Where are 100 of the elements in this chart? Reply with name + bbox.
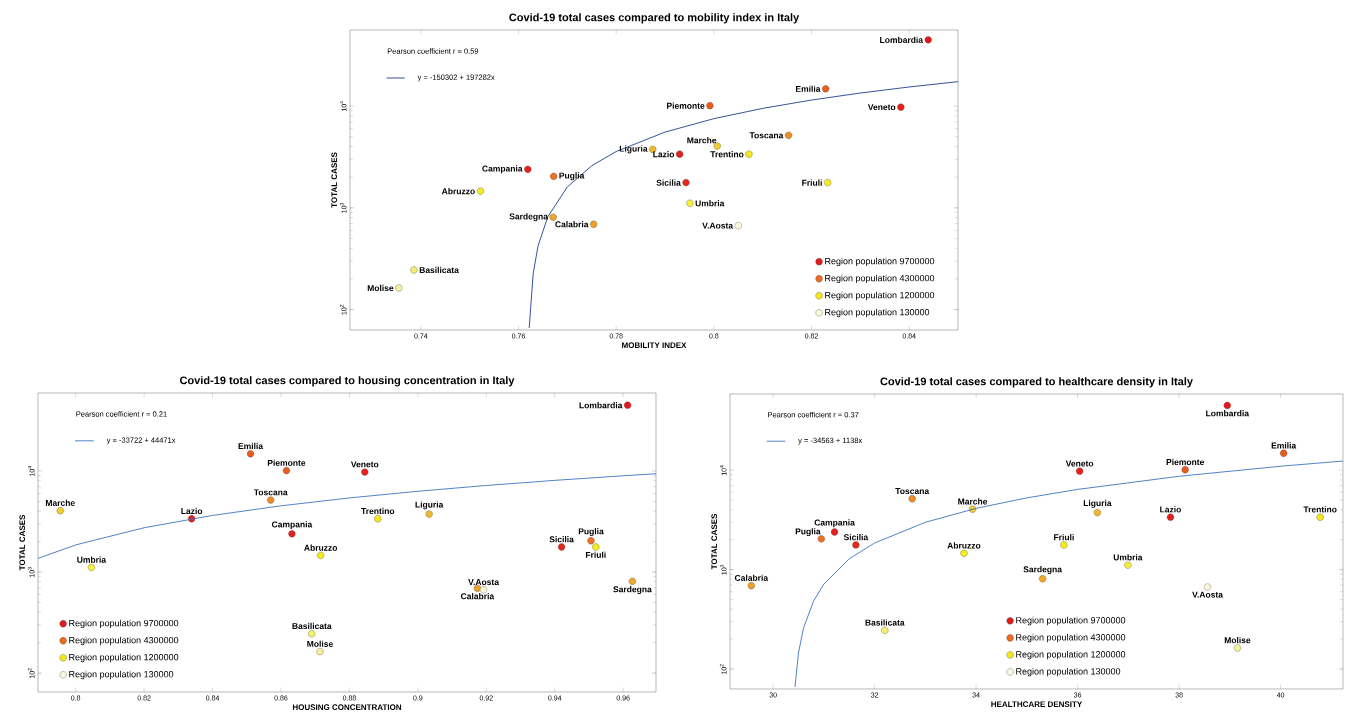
point (425, 510, 433, 518)
point (960, 549, 968, 557)
point (592, 543, 600, 551)
annotation: Emilia (238, 442, 264, 450)
point (686, 199, 694, 207)
annotation: Sardegna (1023, 566, 1063, 575)
annotation: Marche (45, 499, 75, 506)
legend-label: Region population 1200000 (825, 291, 935, 301)
legend-label: Region population 9700000 (1016, 616, 1126, 626)
annotation: Campania (271, 521, 313, 530)
point (747, 582, 755, 590)
point (410, 266, 418, 274)
point (785, 131, 793, 139)
annotation: Lazio (181, 507, 203, 515)
annotation: Marche (687, 137, 717, 144)
chart-title: Covid-19 total cases compared to healthcare density in Italy (880, 377, 1193, 388)
annotation: Lazio (653, 151, 675, 158)
point (1316, 513, 1324, 521)
point (1039, 575, 1047, 583)
annotation: Calabria (460, 593, 495, 600)
point (682, 179, 690, 187)
legend-label: Region population 130000 (69, 670, 174, 680)
point (1060, 541, 1068, 549)
legend-label: Region population 1200000 (69, 653, 179, 663)
y-axis-title: TOTAL CASES (711, 513, 718, 570)
legend-label: Region population 4300000 (69, 636, 179, 646)
annotation: Trentino (1303, 506, 1337, 513)
annotation: V.Aosta (1192, 591, 1224, 598)
chart-title: Covid-19 total cases compared to housing concentration in Italy (179, 376, 515, 387)
point (56, 507, 64, 515)
annotation: Toscana (253, 489, 288, 496)
annotation: Calabria (734, 574, 769, 581)
point (881, 626, 889, 634)
annotation: Veneto (350, 461, 379, 468)
point (624, 401, 632, 409)
point (549, 213, 557, 221)
point (706, 102, 714, 110)
chart-title: Covid-19 total cases compared to mobility index in Italy (509, 13, 800, 24)
legend-label: Region population 130000 (825, 308, 930, 318)
point (852, 541, 860, 549)
annotation: Campania (482, 165, 523, 174)
annotation: Basilicata (292, 622, 332, 630)
point (628, 577, 636, 585)
annotation: Umbria (695, 200, 725, 207)
annotation: Piemonte (667, 102, 705, 109)
point (361, 468, 369, 476)
point (822, 85, 830, 93)
annotation: Lazio (1160, 506, 1181, 513)
annotation: Friuli (802, 179, 822, 186)
legend-label: Region population 4300000 (1016, 633, 1126, 643)
point (590, 220, 598, 228)
point (524, 165, 532, 173)
annotation: Abruzzo (304, 544, 338, 551)
point (897, 103, 905, 111)
point (282, 467, 290, 475)
point (817, 535, 825, 543)
annotation: Trentino (710, 151, 744, 158)
point (246, 450, 255, 458)
annotation: Molise (1224, 636, 1251, 644)
point (1223, 401, 1231, 409)
annotation: Sicilia (656, 179, 681, 186)
point (1280, 449, 1288, 457)
y-axis-title: TOTAL CASES (19, 514, 26, 571)
annotation: V.Aosta (468, 579, 500, 586)
point (745, 150, 753, 158)
y-axis-title: TOTAL CASES (331, 152, 338, 208)
x-axis-title: HEALTHCARE DENSITY (991, 701, 1083, 707)
annotation: Trentino (361, 507, 395, 515)
annotation: Liguria (619, 145, 648, 154)
point (317, 551, 325, 559)
legend-label: Region population 130000 (1016, 667, 1121, 677)
point (734, 222, 742, 230)
annotation: Molise (367, 284, 394, 292)
annotation: Campania (814, 519, 855, 528)
point (374, 515, 382, 523)
point (87, 563, 95, 572)
annotation: Puglia (578, 528, 604, 537)
annotation: Molise (307, 640, 333, 647)
annotation: Piemonte (1166, 458, 1205, 466)
annotation: Calabria (555, 221, 589, 228)
point (288, 530, 296, 538)
point (1124, 561, 1132, 569)
annotation: Friuli (585, 551, 606, 558)
point (908, 495, 916, 503)
annotation: Emilia (795, 85, 821, 92)
annotation: V.Aosta (702, 222, 734, 229)
point (1181, 466, 1189, 474)
point (824, 179, 832, 187)
annotation: Puglia (795, 528, 821, 537)
annotation: Sardegna (613, 586, 652, 595)
annotation: Sicilia (549, 536, 574, 543)
point (1233, 644, 1241, 652)
annotation: Liguria (1083, 499, 1112, 508)
point (587, 537, 595, 545)
annotation: Toscana (749, 132, 784, 139)
annotation: Marche (958, 498, 988, 505)
annotation: Emilia (1271, 442, 1297, 449)
point (308, 630, 316, 638)
legend-label: Region population 9700000 (825, 257, 935, 267)
annotation: Lombardia (880, 36, 924, 43)
